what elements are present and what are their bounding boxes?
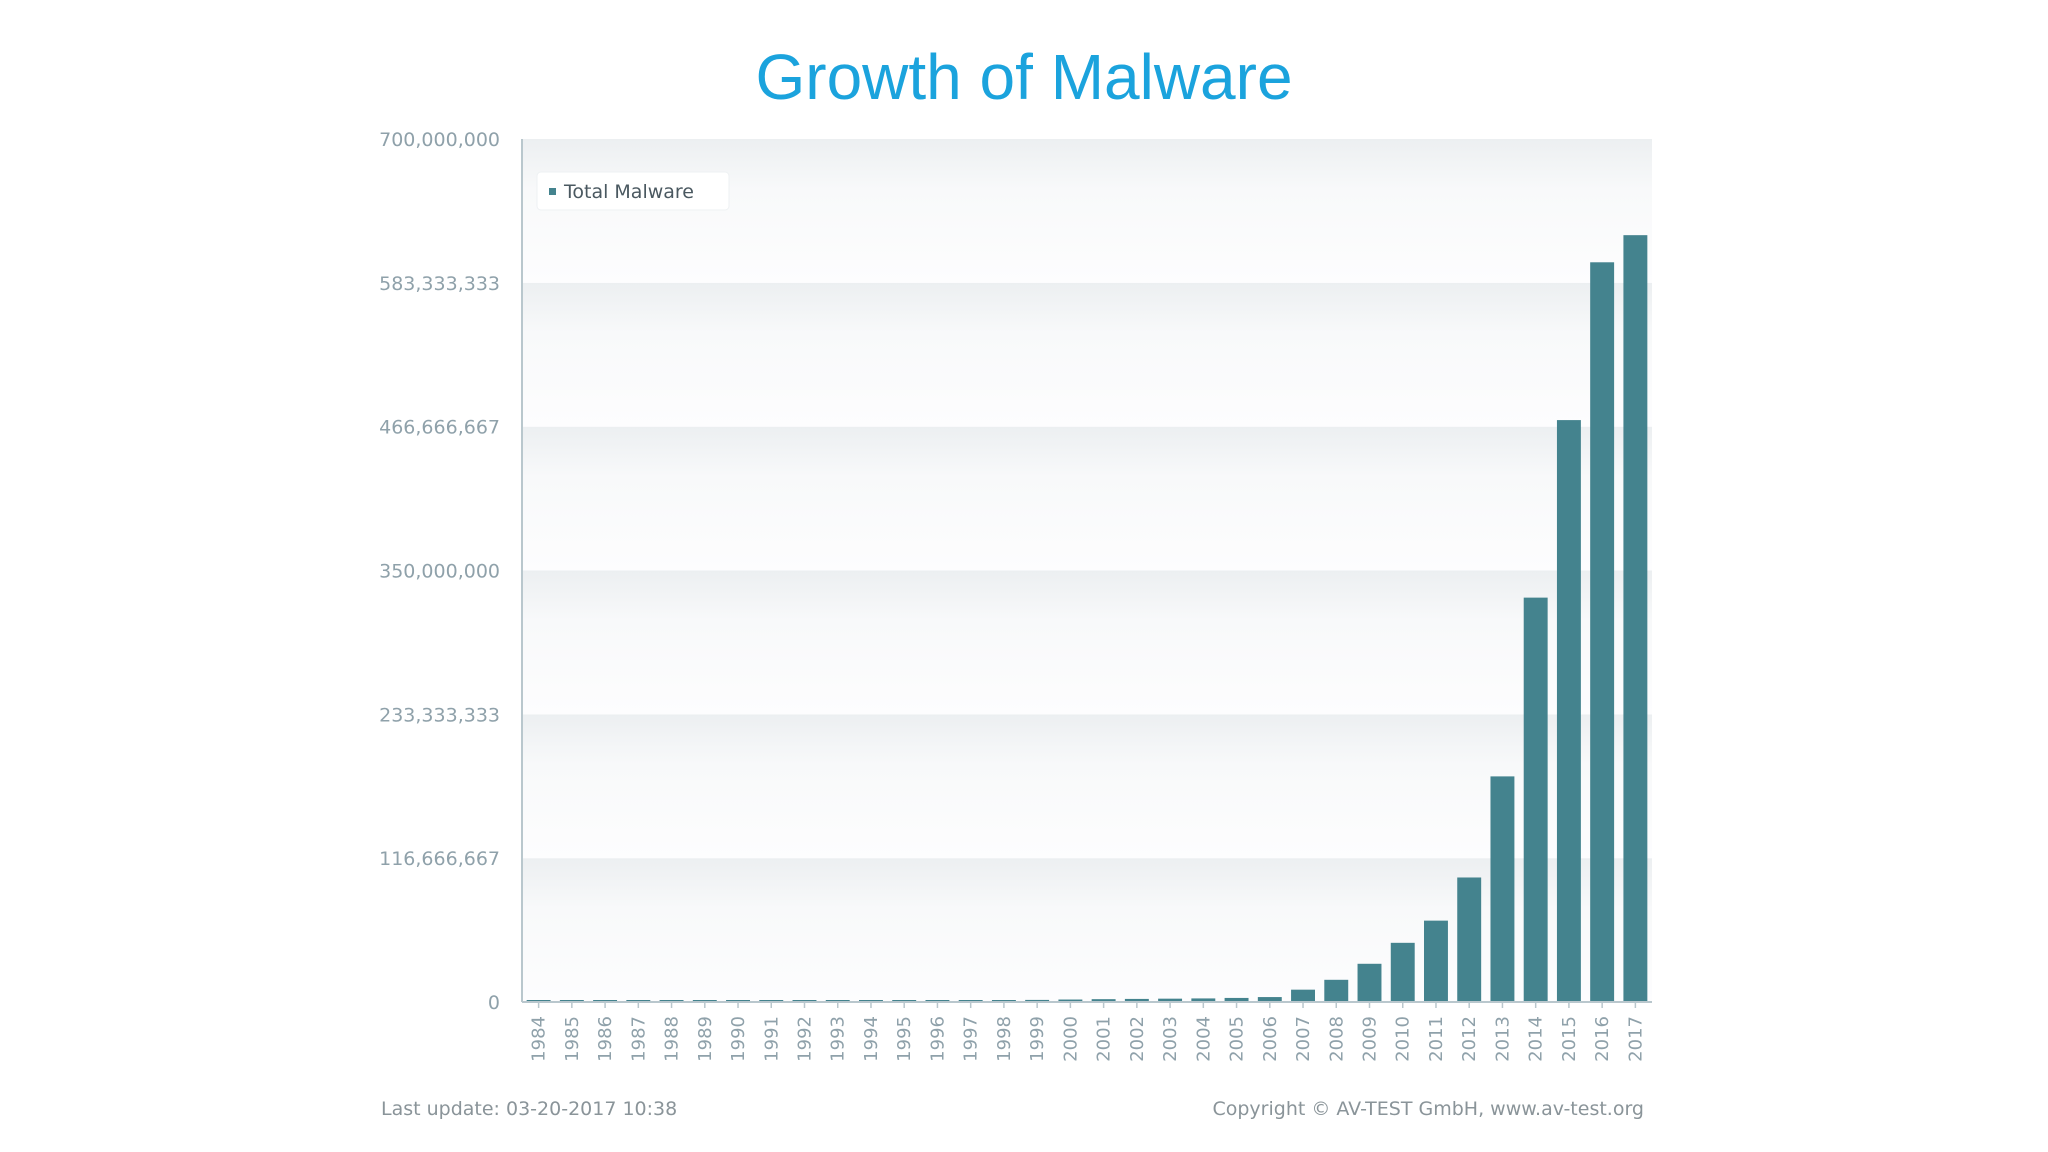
x-tick-label: 2004: [1193, 1016, 1214, 1062]
y-tick-label: 583,333,333: [379, 273, 500, 295]
y-axis-ticks: 0 116,666,667 233,333,333 350,000,000 466,66…: [379, 129, 500, 1014]
bars: [526, 235, 1648, 1003]
x-tick-label: 2007: [1293, 1016, 1314, 1062]
x-tick-label: 2017: [1625, 1016, 1646, 1062]
x-tick-label: 2008: [1326, 1016, 1347, 1062]
bar-2001: [1091, 999, 1116, 1002]
x-tick-label: 1998: [994, 1016, 1015, 1062]
x-tick-label: 2015: [1559, 1016, 1580, 1062]
bar-2017: [1623, 235, 1648, 1003]
bar-2010: [1390, 942, 1415, 1002]
x-tick-label: 1993: [828, 1016, 849, 1062]
bar-2008: [1324, 979, 1349, 1002]
grid-band: [522, 282, 1652, 427]
bar-2000: [1058, 999, 1083, 1002]
bar-2006: [1257, 997, 1282, 1002]
x-tick-label: 2012: [1459, 1016, 1480, 1062]
x-tick-label: 2003: [1160, 1016, 1181, 1062]
bar-2007: [1291, 989, 1315, 1002]
y-tick-label: 0: [488, 992, 500, 1014]
grid-band: [522, 570, 1652, 715]
x-tick-label: 1999: [1027, 1016, 1048, 1062]
bar-2005: [1224, 997, 1249, 1002]
x-tick-label: 2016: [1592, 1016, 1613, 1062]
grid-bands: [522, 139, 1652, 1002]
x-tick-label: 1996: [927, 1016, 948, 1062]
slide-title: Growth of Malware: [755, 41, 1293, 113]
y-tick-label: 116,666,667: [379, 848, 500, 870]
legend-swatch: [549, 188, 556, 195]
y-tick-label: 350,000,000: [379, 561, 500, 583]
legend-label: Total Malware: [563, 181, 694, 203]
x-tick-label: 2006: [1260, 1016, 1281, 1062]
x-tick-label: 2010: [1393, 1016, 1414, 1062]
bar-2011: [1424, 920, 1448, 1002]
x-tick-label: 1990: [728, 1016, 749, 1062]
x-tick-label: 2001: [1094, 1016, 1115, 1062]
x-tick-label: 1995: [894, 1016, 915, 1062]
x-tick-label: 1988: [662, 1016, 683, 1062]
legend: Total Malware: [536, 171, 730, 211]
grid-band: [522, 858, 1652, 1002]
grid-band: [522, 714, 1652, 859]
grid-band: [522, 139, 1652, 283]
bar-2016: [1590, 262, 1615, 1002]
y-tick-label: 233,333,333: [379, 704, 500, 726]
x-tick-label: 1987: [628, 1016, 649, 1062]
x-axis-ticks: 1984 1985 1986 1987 1988 1989 1990 1991 1992 1993…: [529, 1002, 1646, 1062]
x-tick-label: 1986: [595, 1016, 616, 1062]
x-tick-label: 2005: [1227, 1016, 1248, 1062]
x-tick-label: 1984: [529, 1016, 550, 1062]
x-tick-label: 2013: [1492, 1016, 1513, 1062]
bar-2012: [1457, 877, 1482, 1002]
copyright-text: Copyright © AV-TEST GmbH, www.av-test.or…: [1212, 1098, 1644, 1120]
bar-2003: [1158, 998, 1183, 1002]
y-tick-label: 466,666,667: [379, 417, 500, 439]
x-tick-label: 2000: [1060, 1016, 1081, 1062]
bar-2002: [1124, 998, 1149, 1002]
x-tick-label: 2011: [1426, 1016, 1447, 1062]
x-tick-label: 1991: [761, 1016, 782, 1062]
bar-1999: [1025, 999, 1050, 1002]
x-tick-label: 1994: [861, 1016, 882, 1062]
bar-2014: [1523, 597, 1548, 1002]
bar-2013: [1490, 776, 1515, 1002]
x-tick-label: 2009: [1360, 1016, 1381, 1062]
x-tick-label: 1997: [961, 1016, 982, 1062]
last-update-text: Last update: 03-20-2017 10:38: [381, 1098, 678, 1120]
bar-2004: [1191, 998, 1216, 1002]
x-tick-label: 2002: [1127, 1016, 1148, 1062]
x-tick-label: 1985: [562, 1016, 583, 1062]
x-tick-label: 1989: [695, 1016, 716, 1062]
x-tick-label: 2014: [1526, 1016, 1547, 1062]
bar-2009: [1357, 963, 1382, 1002]
bar-2015: [1556, 420, 1581, 1002]
x-tick-label: 1992: [795, 1016, 816, 1062]
grid-band: [522, 426, 1652, 571]
legend-box: [536, 171, 730, 211]
y-tick-label: 700,000,000: [379, 129, 500, 151]
